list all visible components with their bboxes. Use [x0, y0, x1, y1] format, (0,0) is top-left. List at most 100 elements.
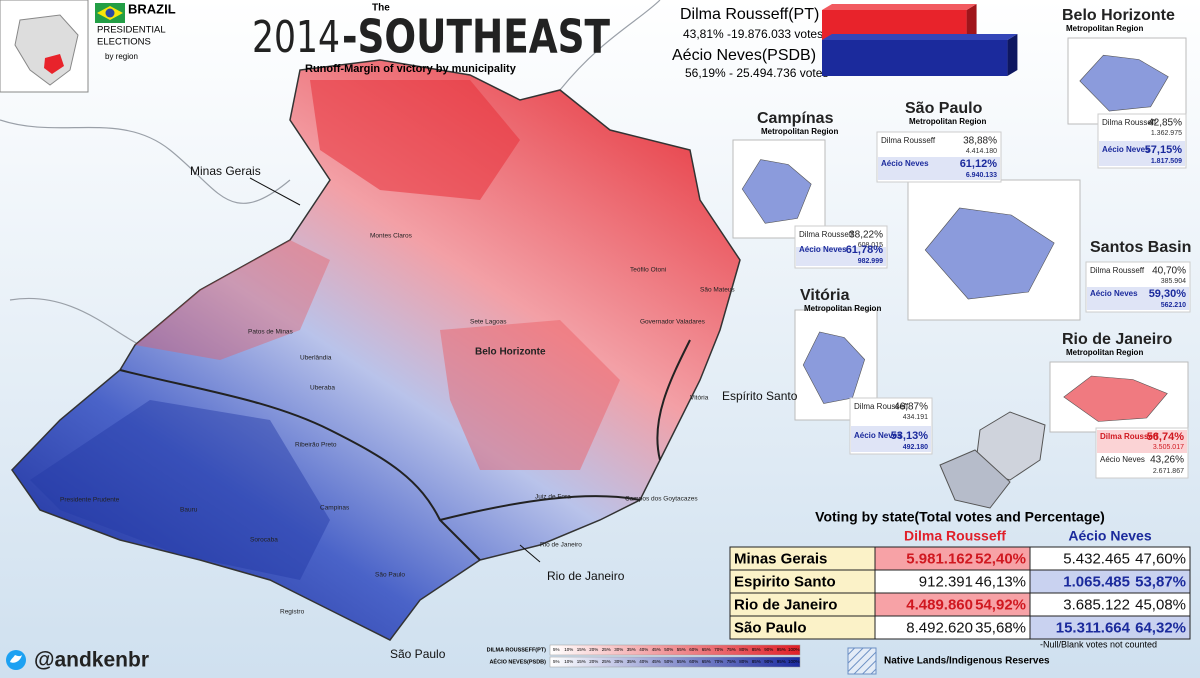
neighbour-borders — [0, 0, 661, 346]
leader — [519, 544, 541, 563]
legend-step: 35% — [627, 647, 636, 652]
legend-step: 90% — [764, 659, 773, 664]
legend-step: 25% — [602, 659, 611, 664]
legend-step: 15% — [577, 647, 586, 652]
legend-step: 70% — [714, 659, 723, 664]
candidate-votes: 1.362.975 — [1151, 130, 1182, 137]
legend-step: 75% — [727, 659, 736, 664]
reserve-swatch — [847, 647, 877, 675]
dilma-votes: 5.981.162 — [906, 550, 973, 567]
legend-step: 10% — [564, 647, 573, 652]
candidate-pct: 59,30% — [1149, 288, 1187, 300]
inset-title: Santos Basin — [1090, 239, 1191, 256]
state-borders — [119, 339, 691, 561]
city-label: Presidente Prudente — [60, 497, 120, 504]
candidate-name: Dilma Rousseff(PT) — [680, 6, 819, 23]
inset-shape — [802, 331, 866, 404]
legend-step: 95% — [777, 659, 786, 664]
inset-shape — [924, 207, 1055, 300]
candidate-label: Aécio Neves — [1100, 455, 1145, 464]
legend-step: 40% — [639, 659, 648, 664]
inset-shape — [1079, 54, 1169, 112]
candidate-pct: 46,87% — [894, 402, 928, 413]
candidate-label: Dilma Rousseff — [881, 136, 936, 145]
city-label: Juiz de Fora — [535, 494, 571, 501]
state-label: São Paulo — [390, 647, 446, 661]
candidate-label: Aécio Neves — [854, 431, 902, 440]
state-table: Voting by state(Total votes and Percenta… — [729, 509, 1191, 649]
legend-label: Native Lands/Indigenous Reserves — [884, 656, 1050, 667]
legend-step: 85% — [752, 647, 761, 652]
aecio-pct: 45,08% — [1135, 596, 1186, 613]
candidate-label: Dilma Rousseff — [854, 402, 909, 411]
dilma-votes: 912.391 — [919, 573, 973, 590]
city-label: Campos dos Goytacazes — [625, 496, 698, 503]
city-label: Ribeirão Preto — [295, 442, 337, 449]
candidate-pct: 42,85% — [1148, 118, 1182, 129]
city-label: Governador Valadares — [640, 319, 706, 326]
inset-subtitle: Metropolitan Region — [909, 117, 986, 126]
inset-shape — [741, 159, 812, 224]
aecio-pct: 53,87% — [1135, 573, 1186, 590]
table-title: Voting by state(Total votes and Percenta… — [815, 509, 1105, 525]
legend-step: 70% — [714, 647, 723, 652]
city-label: Uberlândia — [300, 355, 332, 362]
aecio-votes: 3.685.122 — [1063, 596, 1130, 613]
inset-title: Campínas — [757, 110, 834, 127]
brand: by region — [105, 52, 138, 61]
candidate-label: Dilma Rousseff — [1100, 432, 1159, 441]
city-label: Registro — [280, 609, 305, 616]
candidate-result: 56,19% - 25.494.736 votes — [685, 66, 828, 80]
national-bar — [822, 40, 1008, 76]
state-name: Rio de Janeiro — [734, 596, 837, 613]
aecio-pct: 64,32% — [1135, 619, 1186, 636]
national-bars — [822, 4, 1018, 76]
table-header: Aécio Neves — [1068, 528, 1151, 544]
dilma-pct: 35,68% — [975, 619, 1026, 636]
legend-step: 20% — [589, 659, 598, 664]
dilma-votes: 4.489.860 — [906, 596, 973, 613]
state-label: Rio de Janeiro — [547, 569, 625, 583]
city-label: Sorocaba — [250, 537, 278, 544]
legend-step: 5% — [553, 647, 560, 652]
winner-highlight — [1087, 287, 1189, 310]
legend-step: 20% — [589, 647, 598, 652]
legend-step: 60% — [689, 659, 698, 664]
dilma-pct: 54,92% — [975, 596, 1026, 613]
title-main: -SOUTHEAST — [342, 10, 610, 64]
bar-top — [822, 34, 1018, 40]
legend-step: 30% — [614, 659, 623, 664]
candidate-pct: 61,78% — [846, 244, 884, 256]
legend-step: 75% — [727, 647, 736, 652]
candidate-votes: 4.414.180 — [966, 148, 997, 155]
legend-label: AÉCIO NEVES(PSDB) — [489, 657, 546, 665]
brand: BRAZIL — [128, 1, 176, 16]
brand: PRESIDENTIAL — [97, 25, 166, 36]
title-year: 2014 — [252, 12, 340, 63]
inset-shape — [1063, 375, 1168, 422]
city-label: Sete Lagoas — [470, 319, 507, 326]
city-label: Bauru — [180, 507, 198, 514]
mini-state — [939, 449, 1011, 509]
city-label: Vitória — [690, 395, 709, 402]
legend-step: 95% — [777, 647, 786, 652]
state-name: Espirito Santo — [734, 573, 836, 590]
credit[interactable]: @andkenbr — [34, 649, 149, 672]
state-name: São Paulo — [734, 619, 807, 636]
candidate-pct: 57,15% — [1145, 144, 1183, 156]
dilma-pct: 46,13% — [975, 573, 1026, 590]
candidate-pct: 56,74% — [1147, 431, 1185, 443]
candidate-votes: 608.015 — [858, 242, 883, 249]
locator-brazil — [14, 14, 79, 86]
candidate-result: 43,81% -19.876.033 votes — [683, 27, 823, 41]
candidate-pct: 53,13% — [891, 430, 929, 442]
legend-step: 50% — [664, 659, 673, 664]
winner-highlight — [878, 157, 1000, 180]
candidate-label: Aécio Neves — [1090, 289, 1138, 298]
inset-title: São Paulo — [905, 100, 983, 117]
legend-step: 100% — [788, 647, 800, 652]
legend-step: 50% — [664, 647, 673, 652]
legend-step: 5% — [553, 659, 560, 664]
legend: DILMA ROUSSEFF(PT) AÉCIO NEVES(PSDB) 5% 5% 1… — [487, 644, 1050, 675]
